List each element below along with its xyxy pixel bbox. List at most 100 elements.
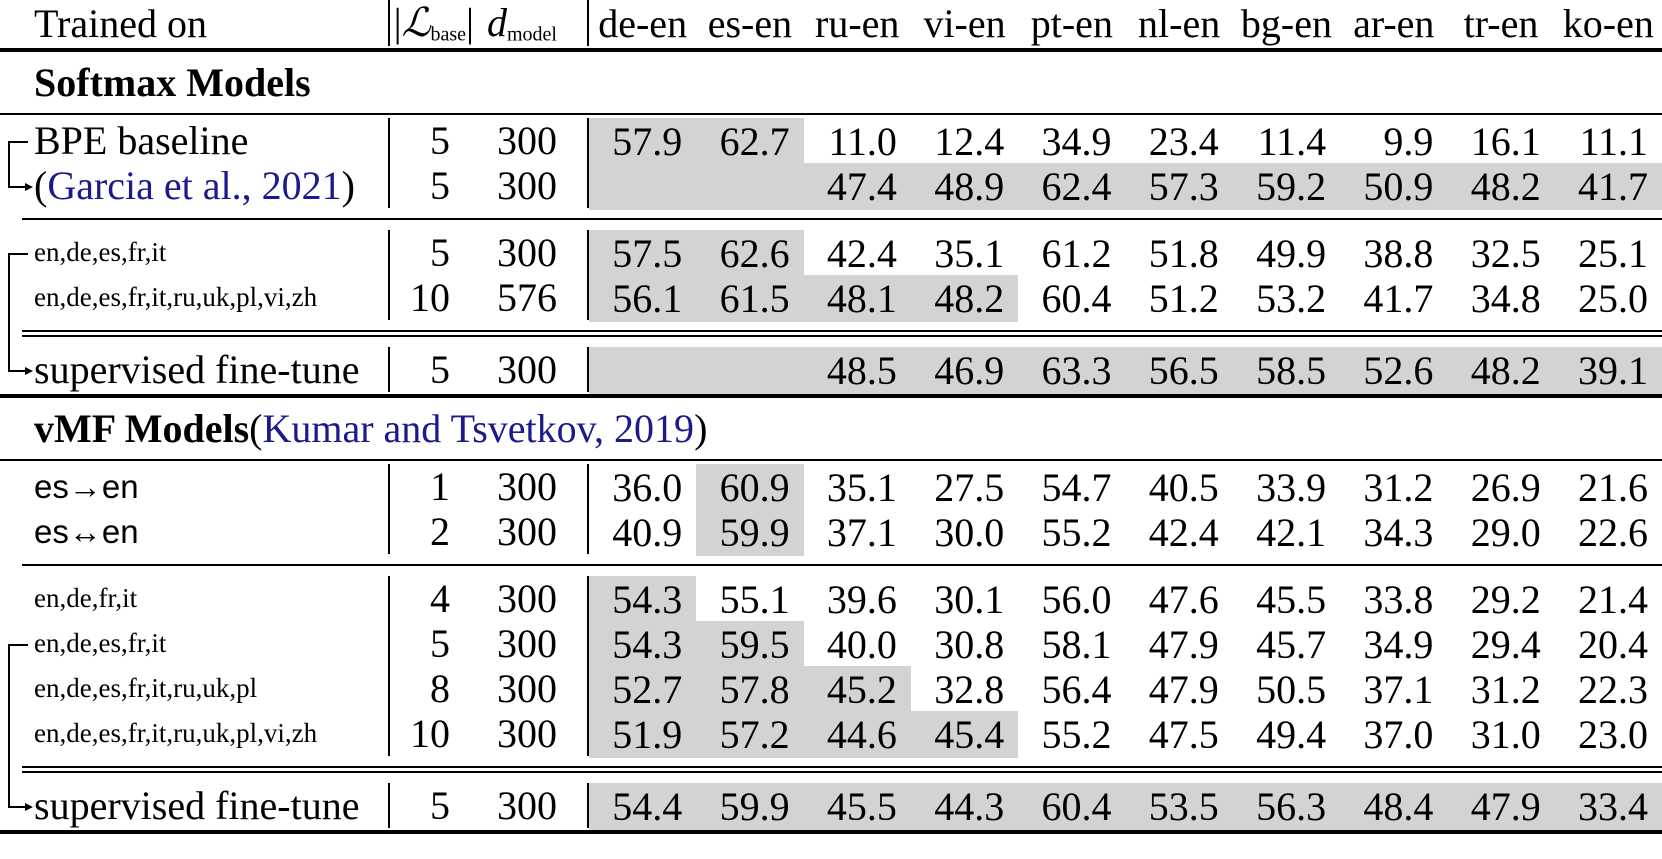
row-label: supervised fine-tune [0,783,388,828]
score-cell-pt-en: 60.4 [1018,783,1126,830]
dmodel-value: 300 [497,347,557,392]
score-cell-bg-en: 45.7 [1256,622,1327,667]
section-title-row: vMF Models (Kumar and Tsvetkov, 2019) [0,400,1662,456]
citation-link[interactable]: Kumar and Tsvetkov, 2019 [262,405,695,451]
score-cell-bg-en: 50.5 [1256,667,1327,712]
score-cell-ru-en: 48.5 [803,347,911,394]
mid-columns: 8 300 [388,666,587,711]
score-cells: 52.7 57.8 45.2 32.8 56.4 47.9 50.5 37.1 31.2 22.3 [587,666,1662,713]
score-cell-es-en: 59.5 [696,621,804,668]
score-cell-vi-en: 32.8 [934,667,1005,712]
score-cell-de-en: 52.7 [589,666,697,713]
lbase-value: 4 [430,576,450,621]
score-cell-bg-en: 33.9 [1256,465,1327,510]
score-cell-tr-en: 16.1 [1470,119,1541,164]
score-cell-vi-en: 30.8 [934,622,1005,667]
lbase-value: 5 [430,118,450,163]
table-row: supervised fine-tune 5 300 54.4 59.9 45.5 44.3… [0,783,1662,830]
row-label: en,de,es,fr,it,ru,uk,pl [0,666,388,711]
score-cell-vi-en: 30.1 [934,577,1005,622]
score-cell-ko-en: 11.1 [1579,119,1648,164]
score-cell-pt-en: 54.7 [1041,465,1112,510]
score-cell-pt-en: 60.4 [1041,276,1112,321]
dmodel-value: 300 [497,163,557,208]
row-label: es→en [0,464,388,509]
separator-rule [22,218,1662,220]
score-cell-tr-en: 48.2 [1447,163,1555,210]
column-header-bg-en: bg-en [1240,1,1332,46]
separator-rule [0,113,1662,115]
row-label-text: en,de,es,fr,it [34,628,167,658]
score-cell-nl-en: 57.3 [1125,163,1233,210]
score-cell-ar-en: 37.1 [1363,667,1434,712]
score-cell-tr-en: 29.0 [1470,510,1541,555]
table-row: en,de,es,fr,it,ru,uk,pl 8 300 52.7 57.8 45.2 3… [0,666,1662,713]
score-cell-ar-en: 41.7 [1363,276,1434,321]
score-cell-es-en: 57.8 [696,666,804,713]
row-label-text: supervised fine-tune [34,783,360,828]
lbase-value: 5 [430,621,450,666]
score-cell-ko-en: 25.1 [1578,231,1648,276]
score-cell-bg-en: 56.3 [1232,783,1341,830]
score-cell-ar-en: 52.6 [1340,347,1448,394]
separator-rule [0,459,1662,461]
table-row: en,de,es,fr,it 5 300 54.3 59.5 40.0 30.8 58.1 47… [0,621,1662,668]
dmodel-value: 300 [497,711,557,756]
bracket-line [8,643,28,808]
column-header-tr-en: tr-en [1463,1,1539,46]
score-cell-ar-en: 33.8 [1363,577,1434,622]
column-header-vi-en: vi-en [923,1,1006,46]
score-cell-ru-en: 48.1 [803,275,911,322]
table-row: en,de,es,fr,it 5 300 57.5 62.6 42.4 35.1 61.2 51… [0,230,1662,277]
trained-on-label: Trained on [34,0,207,46]
row-label-text: es→en [34,467,139,505]
column-header-es-en: es-en [707,1,793,46]
mid-columns: 5 300 [388,163,587,208]
section-title-row: Softmax Models [0,54,1662,110]
bracket-line [8,140,28,188]
lbase-value: 5 [430,347,450,392]
score-cell-ko-en: 20.4 [1578,622,1648,667]
score-cells: 54.3 59.5 40.0 30.8 58.1 47.9 45.7 34.9 29.4 20.4 [587,621,1662,668]
score-cell-ko-en: 41.7 [1554,163,1662,210]
row-label-text: BPE baseline [34,118,249,163]
bracket-arrow-icon [8,366,33,375]
score-cell-nl-en: 40.5 [1148,465,1219,510]
dmodel-value: 300 [497,509,557,554]
row-label: supervised fine-tune [0,347,388,392]
row-label: en,de,es,fr,it [0,621,388,666]
lbase-value: 8 [430,666,450,711]
score-cell-bg-en: 53.2 [1256,276,1327,321]
score-cell-tr-en: 31.0 [1470,712,1541,757]
separator-rule [22,766,1662,773]
mid-columns: 10 576 [388,275,587,320]
mid-columns: 5 300 [388,118,587,163]
score-cell-ru-en: 44.6 [803,711,911,758]
row-label-text: en,de,es,fr,it,ru,uk,pl,vi,zh [34,282,318,312]
score-cell-tr-en: 32.5 [1470,231,1541,276]
score-cell-vi-en: 48.9 [910,163,1019,210]
score-cell-vi-en: 30.0 [934,510,1005,555]
bracket-line [8,252,28,372]
score-cells: 40.9 59.9 37.1 30.0 55.2 42.4 42.1 34.3 29.0 22.6 [587,509,1662,556]
table-row: supervised fine-tune 5 300 48.5 46.9 63.3 56.5… [0,347,1662,394]
row-label: en,de,es,fr,it,ru,uk,pl,vi,zh [0,711,388,756]
column-header-ru-en: ru-en [815,1,900,46]
score-cell-tr-en: 26.9 [1470,465,1541,510]
table-row: en,de,es,fr,it,ru,uk,pl,vi,zh 10 576 56.1 61… [0,275,1662,322]
lbase-value: 1 [430,464,450,509]
math-pipe: | [393,0,402,46]
separator-rule [22,564,1662,566]
score-cell-nl-en: 53.5 [1125,783,1233,830]
score-cell-de-en: 36.0 [612,465,683,510]
citation-link[interactable]: Garcia et al., 2021 [47,163,342,208]
column-header-pt-en: pt-en [1030,1,1113,46]
trained-on-column-header: Trained on [0,0,388,46]
score-cell-de-en: 57.5 [589,230,697,277]
score-cell-ar-en: 38.8 [1363,231,1434,276]
score-cell-bg-en: 49.9 [1256,231,1327,276]
score-cell-es-en: 62.6 [696,230,804,277]
score-cell-ar-en: 31.2 [1363,465,1434,510]
lbase-subscript: base [430,23,466,46]
